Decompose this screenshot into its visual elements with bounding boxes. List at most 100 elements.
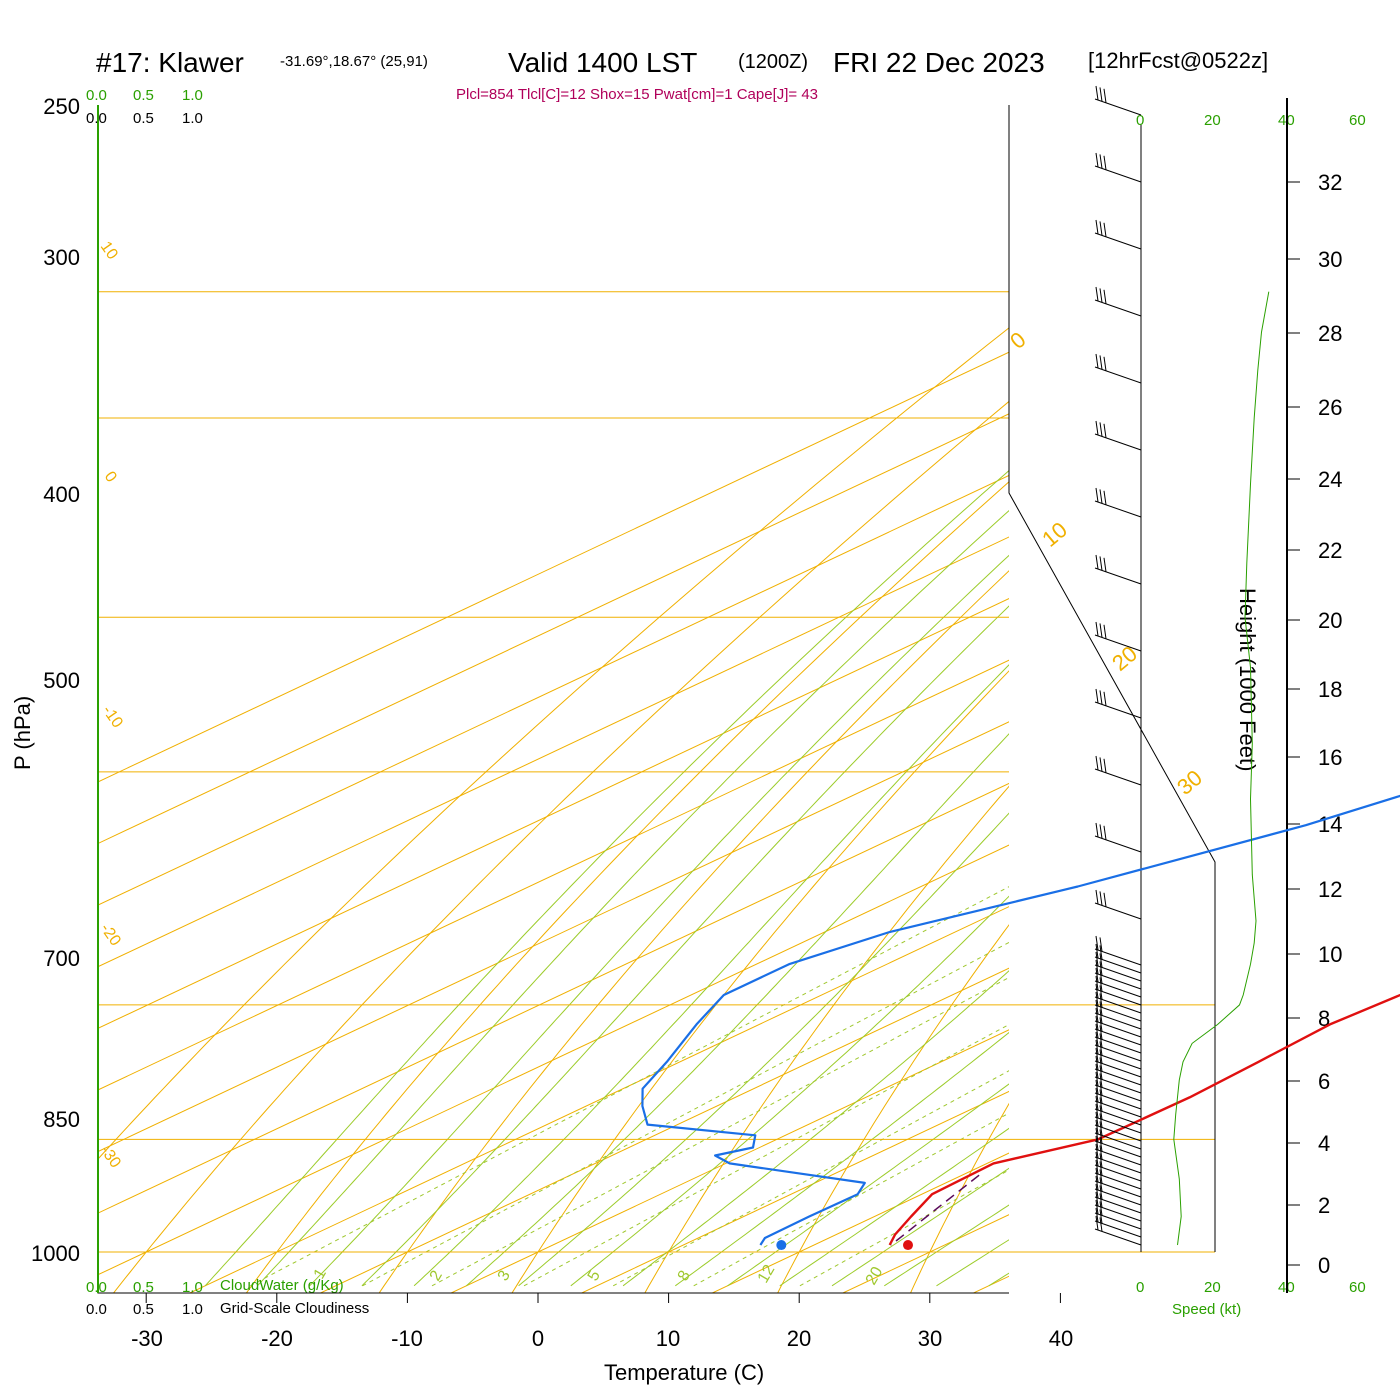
moist-adiabat-line xyxy=(204,469,1009,1287)
wind-barb xyxy=(1094,975,1142,1006)
wind-barb-staff xyxy=(1094,701,1142,719)
mixing-ratio-label: 20 xyxy=(863,1264,887,1288)
wind-barb-feather xyxy=(1103,222,1107,237)
wind-barb-feather xyxy=(1099,489,1103,504)
y-tick-label: 250 xyxy=(43,94,80,119)
y-axis-label: P (hPa) xyxy=(10,696,35,770)
wind-barb-feather xyxy=(1103,490,1107,505)
wind-barb-feather xyxy=(1099,1097,1103,1112)
wind-barb-staff xyxy=(1094,366,1142,384)
isotherm-line xyxy=(98,598,1009,1029)
height-tick-label: 2 xyxy=(1318,1193,1330,1218)
wind-barb-feather xyxy=(1095,1023,1099,1039)
y-tick-label: 700 xyxy=(43,946,80,971)
wind-barb-feather xyxy=(1099,221,1103,236)
wind-barb-staff xyxy=(1094,1044,1142,1062)
wind-barb-feather xyxy=(1099,1121,1103,1136)
height-tick-label: 20 xyxy=(1318,608,1342,633)
wind-barb-feather xyxy=(1099,1169,1103,1184)
wind-barb-feather xyxy=(1099,422,1103,437)
wind-barb xyxy=(1094,991,1142,1022)
wind-barb xyxy=(1094,1095,1142,1126)
wind-barb-feather xyxy=(1095,487,1099,503)
moist-adiabat-line xyxy=(413,664,1009,1287)
wind-barb-feather xyxy=(1103,624,1107,639)
wind-barb-feather xyxy=(1095,1047,1099,1063)
wind-barb-feather xyxy=(1095,1063,1099,1079)
mixing-ratio-line xyxy=(523,1023,1009,1287)
wind-barb-feather xyxy=(1099,1049,1103,1064)
wind-barb-feather xyxy=(1095,1135,1099,1151)
wind-barb xyxy=(1094,889,1142,920)
isotherm-line xyxy=(98,782,1009,1214)
isotherm-label: -30 xyxy=(97,1143,124,1172)
wind-barb-staff xyxy=(1094,1076,1142,1094)
wind-barb-feather xyxy=(1095,1151,1099,1167)
wind-barb xyxy=(1094,1047,1142,1078)
wind-barb-feather xyxy=(1103,691,1107,706)
wind-barb xyxy=(1094,1023,1142,1054)
mixing-ratio-label: 3 xyxy=(495,1268,514,1284)
wind-speed-line xyxy=(1173,291,1270,1246)
cloudiness-tick-top-0: 0.0 xyxy=(86,110,107,127)
dry-adiabat-line xyxy=(511,670,1009,1293)
moist-adiabat-line xyxy=(831,1167,1009,1287)
wind-barb-staff xyxy=(1094,1012,1142,1030)
wind-barb-feather xyxy=(1099,288,1103,303)
mixing-ratio-label: 8 xyxy=(675,1268,694,1284)
wind-barb xyxy=(1094,983,1142,1014)
wind-barb-feather xyxy=(1099,1217,1103,1232)
dry-adiabat-line xyxy=(245,481,1009,1293)
speed-tick-top-1: 20 xyxy=(1204,112,1221,129)
wind-barb xyxy=(1094,1151,1142,1182)
mixing-ratio-line xyxy=(799,1169,1009,1287)
wind-barb-feather xyxy=(1095,1079,1099,1095)
wind-barb-staff xyxy=(1094,1068,1142,1086)
wind-barb xyxy=(1094,967,1142,998)
wind-barb-feather xyxy=(1099,945,1103,960)
wind-barb-staff xyxy=(1094,988,1142,1006)
wind-barb-feather xyxy=(1099,961,1103,976)
wind-barb-feather xyxy=(1095,1191,1099,1207)
wind-barb-feather xyxy=(1095,1055,1099,1071)
cloudwater-tick-bottom-0: 0.0 xyxy=(86,1279,107,1296)
wind-barb-feather xyxy=(1095,822,1099,838)
wind-barb-feather xyxy=(1099,1193,1103,1208)
wind-barb-feather xyxy=(1095,951,1099,967)
wind-barb-staff xyxy=(1094,1172,1142,1190)
cloudwater-tick-bottom-2: 1.0 xyxy=(182,1279,203,1296)
wind-barb-feather xyxy=(1095,1143,1099,1159)
isotherm-line xyxy=(98,721,1009,1153)
isotherm-label: 10 xyxy=(97,239,121,263)
height-tick-label: 22 xyxy=(1318,538,1342,563)
wind-barb-feather xyxy=(1095,1007,1099,1023)
wind-barb xyxy=(1094,1143,1142,1174)
cloudwater-label: CloudWater (g/Kg) xyxy=(220,1277,344,1294)
wind-barb xyxy=(1094,755,1142,786)
parcel-path-line xyxy=(890,1174,980,1246)
wind-barb xyxy=(1094,1119,1142,1150)
wind-barb xyxy=(1094,219,1142,250)
mixing-ratio-line xyxy=(612,1070,1009,1287)
wind-barb-staff xyxy=(1094,1052,1142,1070)
wind-barb-feather xyxy=(1099,1137,1103,1152)
isotherm-line xyxy=(841,1214,1009,1293)
surface_dewpoint-marker xyxy=(776,1240,787,1251)
wind-barb-feather xyxy=(1095,959,1099,975)
wind-barb-feather xyxy=(1099,824,1103,839)
dry-adiabat-line xyxy=(644,785,1009,1293)
wind-barb-feather xyxy=(1095,943,1099,959)
wind-barb-feather xyxy=(1095,1031,1099,1047)
height-tick-label: 0 xyxy=(1318,1253,1330,1278)
dry-adiabat-line xyxy=(1033,263,1400,1318)
wind-barb-feather xyxy=(1099,690,1103,705)
wind-barb-staff xyxy=(1094,1188,1142,1206)
wind-barb-feather xyxy=(1095,889,1099,905)
cloudiness-tick-bottom-1: 0.5 xyxy=(133,1301,154,1318)
wind-barb-staff xyxy=(1094,1116,1142,1134)
wind-barb-feather xyxy=(1095,755,1099,771)
forecast-info: [12hrFcst@0522z] xyxy=(1088,48,1268,73)
height-tick-label: 28 xyxy=(1318,321,1342,346)
wind-barb xyxy=(1094,1055,1142,1086)
wind-barb-staff xyxy=(1094,1156,1142,1174)
